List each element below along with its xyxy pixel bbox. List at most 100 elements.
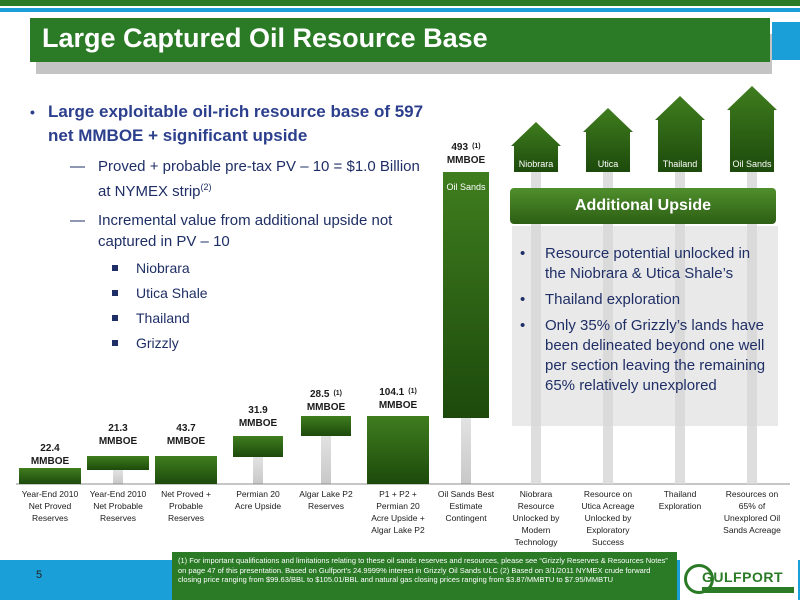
upside-item-text: Only 35% of Grizzly’s lands have been de…: [545, 317, 766, 394]
x-tick-label: Modern: [522, 525, 551, 535]
sub-bullet-pv10: — Proved + probable pre-tax PV – 10 = $1…: [30, 156, 430, 202]
bar-6: [367, 416, 429, 484]
x-tick-label: Net Proved +: [161, 489, 211, 499]
upside-arrow: [511, 122, 561, 172]
data-label-value: 493 (1): [451, 142, 480, 153]
list-item-label: Utica Shale: [136, 285, 208, 301]
list-item: Thailand: [30, 309, 430, 327]
x-tick-label: Utica Acreage: [582, 501, 635, 511]
data-label-unit: MMBOE: [379, 400, 418, 411]
x-tick-label: Exploration: [659, 501, 702, 511]
x-tick-label: Technology: [514, 537, 558, 547]
bullet-main: • Large exploitable oil-rich resource ba…: [30, 100, 430, 148]
x-tick-label: Net Probable: [93, 501, 143, 511]
sub-bullet-incremental: — Incremental value from additional upsi…: [30, 210, 430, 252]
data-label-value: 43.7: [176, 423, 196, 434]
x-tick-label: Unexplored Oil: [724, 513, 780, 523]
bullet-dot: •: [520, 245, 526, 262]
upside-item-text: Resource potential unlocked in the Niobr…: [545, 245, 751, 282]
data-label-footnote: (1): [408, 388, 417, 395]
upside-connector: [531, 172, 541, 484]
x-tick-label: Reserves: [32, 513, 68, 523]
bar-7: [443, 172, 489, 418]
x-tick-label: Estimate: [449, 501, 482, 511]
data-label-value: 28.5 (1): [310, 389, 342, 400]
upside-arrow: [727, 86, 777, 172]
sub-bullet-dash: —: [70, 212, 85, 229]
data-label-value: 104.1 (1): [379, 387, 417, 398]
data-label-footnote: (1): [333, 390, 342, 397]
x-tick-label: Permian 20: [376, 501, 420, 511]
upside-list: • Resource potential unlocked in the Niob…: [520, 244, 770, 402]
data-label-unit: MMBOE: [307, 402, 346, 413]
bar-5: [301, 416, 351, 436]
upside-connector: [747, 172, 757, 484]
bar-inner-label: Oil Sands: [446, 182, 486, 192]
list-item: Niobrara: [30, 259, 430, 277]
logo-underline: [702, 587, 794, 593]
x-tick-label: Probable: [169, 501, 203, 511]
logo-text: GULFPORT: [702, 569, 783, 585]
bullet-dot: •: [520, 317, 526, 334]
x-tick-label: Contingent: [445, 513, 487, 523]
title-bar: Large Captured Oil Resource Base: [30, 18, 770, 62]
company-logo: GULFPORT: [680, 560, 798, 600]
connector-bar: [321, 436, 331, 484]
upside-item: • Thailand exploration: [520, 290, 770, 310]
bullet-list: • Large exploitable oil-rich resource ba…: [30, 100, 430, 352]
x-tick-label: Resource: [518, 501, 555, 511]
x-tick-label: P1 + P2 +: [379, 489, 417, 499]
data-label-unit: MMBOE: [31, 456, 70, 467]
connector-bar: [113, 470, 123, 484]
data-label-unit: MMBOE: [447, 155, 486, 166]
list-item: Grizzly: [30, 334, 430, 352]
x-tick-label: Sands Acreage: [723, 525, 781, 535]
bar-1: [19, 468, 81, 484]
data-label-value: 21.3: [108, 423, 128, 434]
data-label-unit: MMBOE: [239, 418, 278, 429]
page-title: Large Captured Oil Resource Base: [42, 23, 488, 53]
list-item-label: Niobrara: [136, 260, 190, 276]
x-tick-label: Acre Upside: [235, 501, 282, 511]
x-tick-label: Unlocked by: [585, 513, 633, 523]
data-label-unit: MMBOE: [167, 436, 206, 447]
upside-arrow-label: Thailand: [663, 159, 698, 169]
upside-arrow-label: Oil Sands: [732, 159, 772, 169]
list-item: Utica Shale: [30, 284, 430, 302]
x-tick-label: Year-End 2010: [22, 489, 79, 499]
data-label-unit: MMBOE: [99, 436, 138, 447]
top-stripe-green: [0, 0, 800, 6]
bullet-dot: •: [30, 104, 35, 120]
connector-bar: [253, 457, 263, 484]
title-accent-block: [772, 22, 800, 60]
upside-arrow: [655, 96, 705, 172]
sub-bullet-footnote-ref: (2): [200, 182, 212, 192]
x-tick-label: Permian 20: [236, 489, 280, 499]
sub-bullet-pv10-text: Proved + probable pre-tax PV – 10 = $1.0…: [98, 158, 420, 200]
resource-waterfall-chart: 22.4 MMBOE 21.3 MMBOE 43.7 MMBOE 31.9 MMBOE 28.5…: [16, 86, 790, 547]
x-tick-label: Net Proved: [29, 501, 72, 511]
x-tick-label: Algar Lake P2: [299, 489, 353, 499]
top-stripe-blue: [0, 8, 800, 12]
square-bullet-icon: [112, 315, 118, 321]
data-label-footnote: (1): [472, 143, 481, 150]
x-tick-label: Resource on: [584, 489, 632, 499]
x-tick-label: Niobrara: [520, 489, 553, 499]
upside-item-text: Thailand exploration: [545, 291, 681, 308]
square-bullet-icon: [112, 340, 118, 346]
x-tick-label: Algar Lake P2: [371, 525, 425, 535]
square-bullet-icon: [112, 290, 118, 296]
sub-bullet-dash: —: [70, 158, 85, 175]
x-tick-label: Year-End 2010: [90, 489, 147, 499]
bar-4: [233, 436, 283, 457]
x-tick-label: 65% of: [739, 501, 766, 511]
list-item-label: Thailand: [136, 310, 190, 326]
x-tick-label: Reserves: [308, 501, 344, 511]
upside-connector: [603, 172, 613, 484]
upside-header: Additional Upside: [510, 188, 776, 224]
data-label-value: 22.4: [40, 443, 60, 454]
upside-arrow-label: Utica: [598, 159, 619, 169]
x-tick-label: Thailand: [664, 489, 697, 499]
x-tick-label: Exploratory: [587, 525, 631, 535]
upside-item: • Resource potential unlocked in the Niob…: [520, 244, 770, 284]
